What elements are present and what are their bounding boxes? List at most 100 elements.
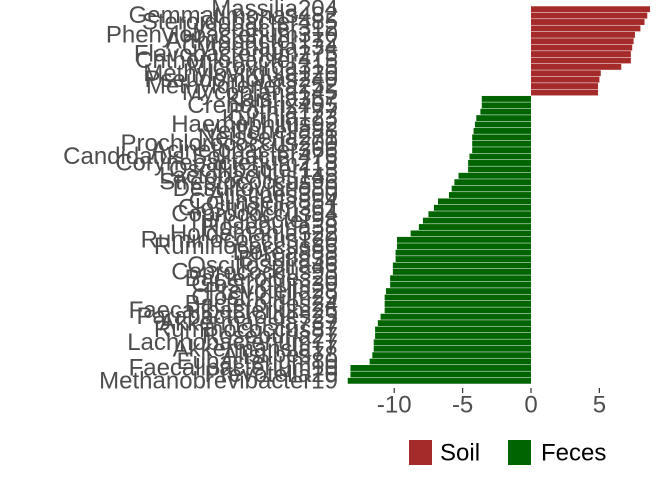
category-label: Eubacterium80 — [177, 348, 338, 375]
bar-steroidobacter485 — [531, 19, 645, 25]
category-label: Massilia204 — [211, 0, 338, 23]
category-label: Kurthia123 — [222, 105, 338, 132]
legend-swatch-soil — [409, 440, 432, 465]
category-label: Akkermansia17 — [173, 335, 338, 362]
category-label: Ruminococcus120 — [141, 226, 338, 253]
category-label: Flavobacterium275 — [134, 41, 338, 68]
category-label: Steroidobacter485 — [142, 9, 338, 36]
bar-akkermansia737 — [377, 320, 532, 327]
category-label: Faecalibacterium10 — [129, 354, 338, 381]
category-label: Streptococcus96 — [159, 169, 338, 196]
category-label: Methylovirgula120 — [143, 60, 338, 87]
category-label: Rothia177 — [229, 98, 338, 125]
bar-prochlorococcus200 — [472, 140, 532, 147]
category-label: Lysobacter312 — [181, 15, 338, 42]
bar-eubacterium80 — [369, 358, 532, 365]
bar-methylovirgula120 — [531, 70, 601, 77]
bar-neisseria271 — [472, 134, 532, 141]
category-label: Coprococcus94 — [171, 201, 338, 228]
bar-oscillospira46 — [392, 262, 532, 269]
bar-ruminococcus120 — [396, 236, 532, 243]
category-label: Haemophilus92 — [171, 111, 338, 138]
category-label: Holdemania322 — [170, 220, 338, 247]
bar-massilia204 — [531, 6, 650, 13]
legend-label-soil: Soil — [440, 440, 480, 467]
category-label: Ruminococcus87 — [154, 316, 338, 343]
category-label: Oscillospira46 — [187, 252, 338, 279]
bar-mycoplana145 — [531, 89, 599, 96]
bar-coprococcus94 — [428, 211, 532, 218]
bar-candidatus-solibacter476 — [469, 153, 532, 160]
bar-clostridium30 — [390, 281, 532, 288]
category-label: Crenothrix405 — [187, 92, 338, 119]
bar-phenylobacterium310 — [531, 31, 635, 38]
bar-kaistia367 — [481, 95, 532, 102]
category-label: Akkermansia737 — [159, 310, 338, 337]
x-axis: -10 -5 0 5 — [377, 388, 606, 419]
category-label: Lactobacillus145 — [159, 162, 338, 189]
bar-alistipes78 — [372, 352, 532, 359]
category-label: Cytophaga134 — [182, 34, 338, 61]
bar-alistipes300 — [448, 192, 532, 198]
category-label: Clostridium29 — [191, 284, 338, 311]
bar-akkermansia17 — [373, 345, 532, 352]
bar-bacteroides24 — [384, 300, 532, 307]
category-labels: Massilia204Gemmatimonas482Steroidobacter… — [63, 0, 338, 394]
bar-microvirga315 — [531, 63, 622, 70]
bar-clostridium361 — [433, 204, 532, 211]
category-label: Bacteroides24 — [185, 290, 338, 317]
category-label: Methanobrevibacter19 — [99, 367, 338, 394]
bar-clostridium29 — [384, 294, 532, 301]
category-label: Collinsella854 — [189, 188, 338, 215]
legend-label-feces: Feces — [541, 440, 606, 467]
x-tick-label: -5 — [452, 392, 473, 419]
bar-group — [347, 6, 650, 384]
bar-lactobacillus145 — [458, 172, 532, 179]
category-label: Parabacteroides25 — [137, 303, 338, 330]
x-tick-label: 0 — [524, 392, 537, 419]
category-label: Ruminococcus86 — [154, 233, 338, 260]
category-label: Clostridium30 — [191, 271, 338, 298]
bar-crenothrix405 — [481, 102, 532, 109]
category-label: Turicibacter98 — [187, 207, 338, 234]
category-label: Roseburia38 — [202, 214, 338, 241]
bar-prevotella20 — [350, 371, 532, 378]
category-label: Phenylobacterium310 — [106, 21, 338, 48]
category-label: Pseudomonas240 — [145, 66, 338, 93]
bar-rothia177 — [480, 108, 532, 115]
bar-cytophaga134 — [531, 44, 633, 51]
x-tick-label: 5 — [593, 392, 606, 419]
category-label: Prochlorococcus200 — [121, 130, 338, 157]
bar-gemmatimonas482 — [531, 12, 648, 19]
legend: Soil Feces — [409, 440, 606, 467]
category-label: Candidatus Solibacter476 — [63, 143, 338, 170]
bar-parabacteroides25 — [380, 313, 532, 320]
category-label: Neisseria271 — [198, 124, 338, 151]
bar-chthoniobacter415 — [531, 57, 631, 64]
category-label: Corynebacterium218 — [115, 149, 338, 176]
bar-pseudomonas240 — [531, 76, 600, 83]
bar-coprococcus93 — [392, 268, 532, 275]
bar-faecalibacterium26 — [384, 307, 532, 314]
category-label: Kaistia367 — [226, 85, 338, 112]
bar-flavobacterium275 — [531, 51, 631, 57]
bar-ruminococcus87 — [375, 326, 532, 333]
bar-corynebacterium218 — [468, 160, 532, 166]
bar-bacteroides20 — [390, 275, 532, 282]
bar-methanobrevibacter19 — [347, 377, 532, 384]
bar-desulfovibrio80 — [451, 185, 532, 192]
legend-swatch-feces — [508, 440, 531, 465]
bar-lysobacter312 — [531, 25, 641, 32]
category-label: Bacteroides20 — [185, 265, 338, 292]
category-label: Arthrobacter172 — [166, 28, 338, 55]
x-tick-label: -10 — [377, 392, 412, 419]
bar-ruminococcus86 — [396, 243, 532, 250]
bar-haemophilus92 — [474, 121, 532, 128]
bar-streptococcus96 — [454, 179, 532, 186]
category-label: Methylotenera252 — [146, 73, 338, 100]
bar-arthrobacter172 — [531, 38, 634, 45]
bar-roseburia38 — [418, 224, 532, 230]
category-label: Acinetobacter366 — [151, 137, 338, 164]
category-label: Alistipes300 — [209, 182, 338, 209]
